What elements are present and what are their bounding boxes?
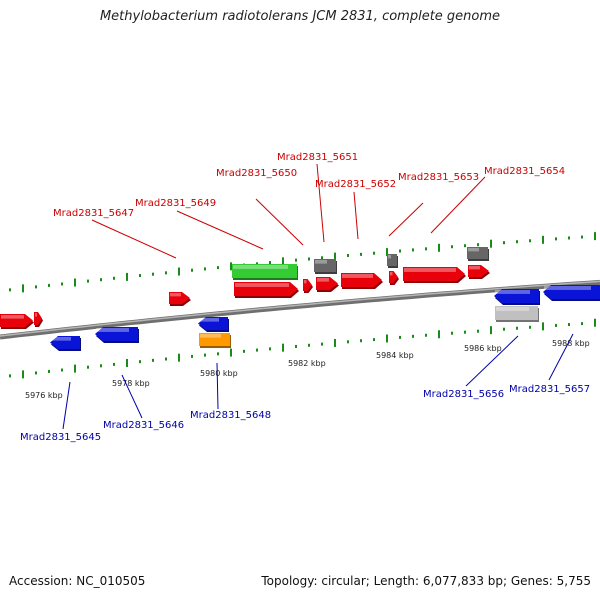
pseudo-feature-bar (495, 306, 538, 320)
plus-gene-arrow-gloss (235, 283, 289, 287)
plus-gene-arrow-gloss (35, 313, 37, 317)
minus-gene-arrow (95, 327, 138, 341)
scale-label: 5986 kbp (464, 344, 502, 353)
minus-label-leader (465, 335, 519, 387)
other-feature-bar-gloss (388, 255, 391, 259)
genome-backbone-highlight (0, 280, 600, 337)
plus-gene-arrow (341, 273, 382, 287)
minus-label-leader (121, 374, 143, 419)
plus-gene-arrow-gloss (1, 315, 24, 319)
plus-gene-arrow (34, 312, 42, 325)
minus-label-leader (216, 362, 219, 410)
plus-gene-arrow-gloss (304, 280, 307, 284)
minus-gene-label: Mrad2831_5657 (509, 384, 590, 395)
scale-label: 5982 kbp (288, 359, 326, 368)
plus-gene-arrow (0, 314, 33, 327)
minus-label-leader (62, 381, 71, 430)
plus-gene-arrow (234, 282, 298, 296)
scale-label: 5978 kbp (112, 379, 150, 388)
pseudo-feature-bar-gloss (496, 307, 529, 311)
plus-gene-arrow (169, 292, 190, 304)
plus-label-leader (176, 210, 264, 250)
minus-label-leader (548, 333, 574, 381)
plus-gene-arrow-gloss (317, 278, 329, 282)
plus-gene-label: Mrad2831_5650 (216, 168, 297, 179)
plus-gene-label: Mrad2831_5647 (53, 208, 134, 219)
minus-gene-arrow (50, 336, 80, 349)
other-feature-bar (387, 254, 397, 266)
minus-gene-label: Mrad2831_5646 (103, 420, 184, 431)
plus-gene-arrow-gloss (469, 266, 480, 270)
scale-label: 5980 kbp (200, 369, 238, 378)
other-feature-bar-gloss (468, 248, 479, 252)
plus-gene-arrow (303, 279, 312, 291)
minus-gene-arrow-gloss (495, 290, 530, 294)
topology-summary: Topology: circular; Length: 6,077,833 bp… (261, 574, 591, 588)
plus-label-leader (91, 219, 177, 259)
minus-gene-label: Mrad2831_5645 (20, 432, 101, 443)
minus-gene-arrow-gloss (96, 328, 129, 332)
plus-gene-label: Mrad2831_5653 (398, 172, 479, 183)
accession-text: Accession: NC_010505 (9, 574, 146, 588)
minus-gene-label: Mrad2831_5648 (190, 410, 271, 421)
plus-gene-arrow-gloss (342, 274, 373, 278)
scale-label: 5976 kbp (25, 391, 63, 400)
plus-gene-arrow-gloss (390, 272, 393, 276)
plus-gene-arrow (468, 265, 489, 277)
other-feature-bar-gloss (315, 260, 327, 264)
minus-gene-arrow-gloss (199, 318, 219, 322)
plus-gene-label: Mrad2831_5652 (315, 179, 396, 190)
plus-gene-arrow (403, 267, 465, 281)
plus-gene-arrow-gloss (170, 293, 181, 297)
minus-gene-arrow-gloss (51, 337, 71, 341)
plus-label-leader (430, 176, 486, 234)
other-feature-bar (467, 247, 488, 259)
scale-label: 5988 kbp (552, 339, 590, 348)
plus-gene-label: Mrad2831_5654 (484, 166, 565, 177)
plus-label-leader (255, 198, 304, 246)
minus-gene-arrow (198, 317, 228, 330)
minus-gene-arrow (494, 289, 539, 303)
minus-gene-arrow-gloss (544, 286, 591, 290)
rna-gene-bar-gloss (233, 265, 288, 269)
minus-gene-arrow (543, 285, 600, 299)
minus-gene-label: Mrad2831_5656 (423, 389, 504, 400)
orange-feature-bar-gloss (200, 334, 221, 338)
other-feature-bar (314, 259, 336, 272)
plus-label-leader (316, 163, 325, 243)
genome-backbone (0, 279, 600, 340)
plus-gene-label: Mrad2831_5649 (135, 198, 216, 209)
plus-gene-label: Mrad2831_5651 (277, 152, 358, 163)
scale-label: 5984 kbp (376, 351, 414, 360)
plus-label-leader (353, 191, 359, 240)
rna-gene-bar (232, 264, 297, 278)
plus-gene-arrow-gloss (404, 268, 456, 272)
genome-title: Methylobacterium radiotolerans JCM 2831,… (99, 9, 501, 24)
plus-gene-arrow (389, 271, 398, 283)
plus-label-leader (388, 202, 424, 237)
plus-gene-arrow (316, 277, 338, 290)
orange-feature-bar (199, 333, 230, 346)
